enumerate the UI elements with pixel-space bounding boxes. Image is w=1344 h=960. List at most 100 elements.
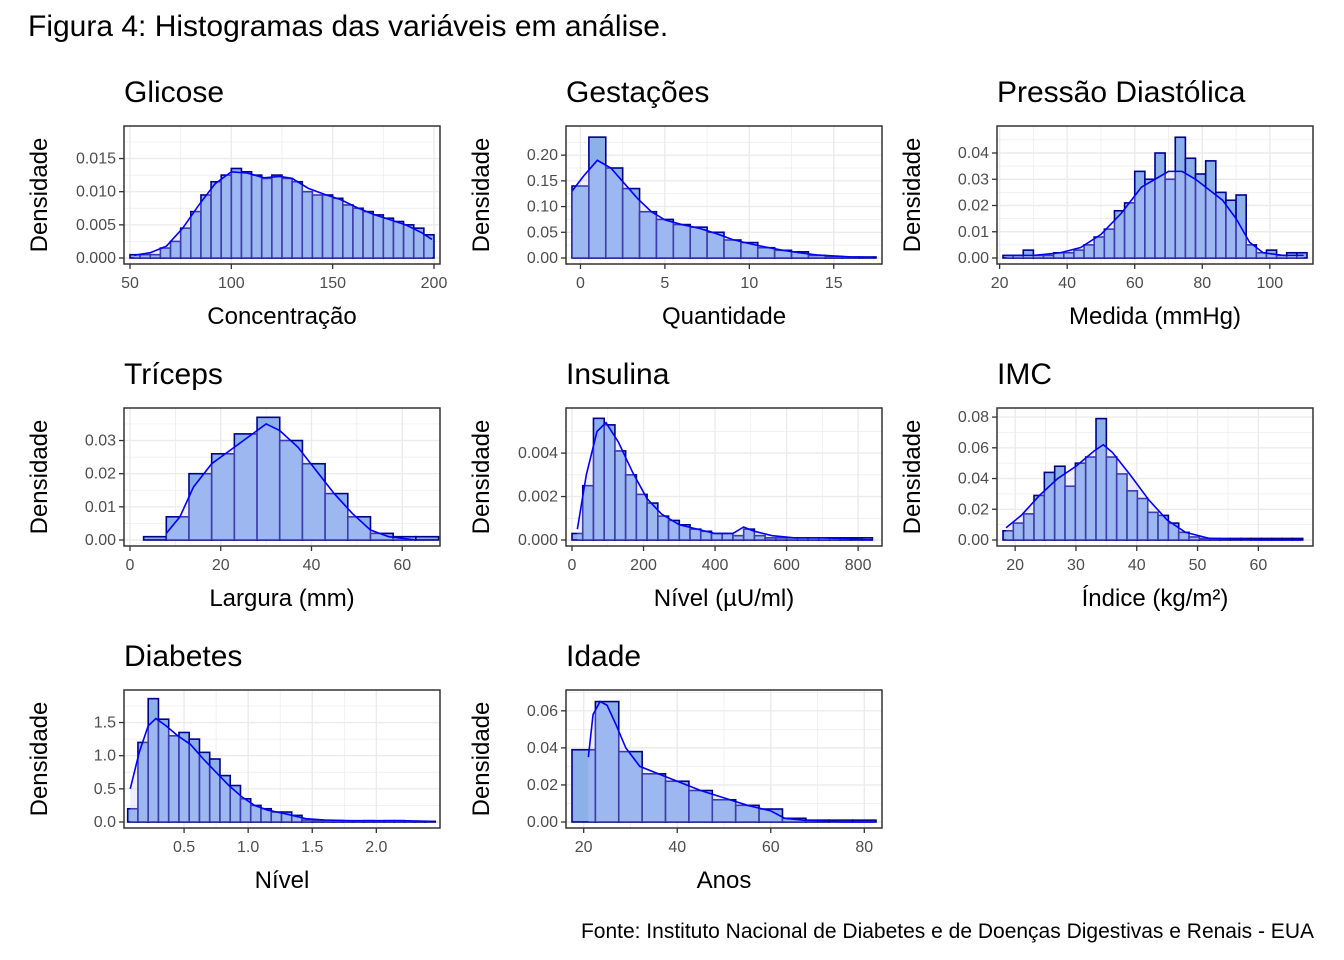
chart-panel: 20 40 60 80 100 0.00 0.01 0.02 0.03 0.04 Pressão D…: [899, 76, 1314, 330]
y-tick-label: 0.04: [958, 145, 989, 162]
x-axis-label: Medida (mmHg): [1069, 303, 1241, 330]
x-tick-label: 600: [773, 557, 800, 574]
histogram-bar: [423, 233, 435, 259]
density-area: [1006, 444, 1301, 540]
x-tick-label: 10: [740, 275, 758, 292]
x-axis-label: Largura (mm): [209, 585, 354, 612]
x-tick-label: 60: [762, 839, 780, 856]
x-tick-label: 60: [393, 557, 411, 574]
y-axis-label: Densidade: [899, 420, 926, 535]
chart-panel: 0 200 400 600 800 0.000 0.002 0.004 Insulina Níve…: [468, 358, 883, 612]
y-tick-label: 0.00: [958, 532, 989, 549]
x-tick-label: 20: [991, 275, 1009, 292]
y-tick-label: 0.06: [527, 703, 558, 720]
panel-border: [123, 689, 441, 829]
density-area: [577, 422, 873, 540]
panel-border: [996, 407, 1314, 547]
x-tick-label: 1.5: [301, 839, 323, 856]
x-tick-label: 80: [1193, 275, 1211, 292]
y-tick-label: 0.02: [527, 777, 558, 794]
y-tick-label: 0.08: [958, 409, 989, 426]
y-tick-label: 0.03: [958, 171, 989, 188]
x-tick-label: 1.0: [237, 839, 259, 856]
y-tick-label: 0.10: [527, 199, 558, 216]
panel-title: Idade: [566, 640, 641, 673]
y-tick-label: 0.00: [85, 532, 116, 549]
chart-panel: 50 100 150 200 0.000 0.005 0.010 0.015 Glicose Co…: [26, 76, 447, 330]
histogram-bar: [758, 808, 784, 823]
y-axis-label: Densidade: [468, 420, 495, 535]
chart-panel: 20 40 60 80 0.00 0.02 0.04 0.06 Idade Anos Densida…: [468, 640, 883, 894]
density-curve: [133, 170, 433, 257]
y-axis-label: Densidade: [899, 138, 926, 253]
x-tick-label: 100: [218, 275, 245, 292]
x-axis-label: Anos: [697, 867, 752, 894]
y-axis-label: Densidade: [468, 702, 495, 817]
density-curve: [1005, 443, 1301, 541]
panel-title: IMC: [997, 358, 1052, 391]
x-tick-label: 400: [702, 557, 729, 574]
x-axis-label: Nível (µU/ml): [654, 585, 794, 612]
y-tick-label: 0.15: [527, 173, 558, 190]
panel-border: [996, 125, 1314, 265]
panel-title: Insulina: [566, 358, 670, 391]
x-axis-label: Índice (kg/m²): [1082, 585, 1229, 612]
panel-title: Tríceps: [124, 358, 223, 391]
panel-border: [565, 407, 883, 547]
y-tick-label: 0.05: [527, 224, 558, 241]
panel-title: Diabetes: [124, 640, 242, 673]
y-tick-label: 0.000: [76, 250, 116, 267]
x-tick-label: 200: [421, 275, 448, 292]
panel-border: [123, 125, 441, 265]
panel-border: [565, 125, 883, 265]
y-tick-label: 0.00: [958, 250, 989, 267]
y-tick-label: 0.005: [76, 217, 116, 234]
x-tick-label: 50: [1189, 557, 1207, 574]
y-tick-label: 0.002: [518, 489, 558, 506]
density-curve: [576, 421, 873, 541]
x-tick-label: 200: [630, 557, 657, 574]
histogram-bar: [142, 535, 168, 541]
panel-title: Glicose: [124, 76, 224, 109]
histogram-bar: [1022, 249, 1035, 259]
x-tick-label: 0: [126, 557, 135, 574]
y-tick-label: 0.00: [527, 250, 558, 267]
histogram-bar: [415, 535, 440, 541]
histogram-bar: [1245, 244, 1258, 259]
density-curve: [129, 717, 431, 823]
y-tick-label: 0.04: [958, 471, 989, 488]
x-tick-label: 40: [1128, 557, 1146, 574]
x-tick-label: 50: [121, 275, 139, 292]
x-tick-label: 100: [1256, 275, 1283, 292]
y-axis-label: Densidade: [26, 702, 53, 817]
source-note: Fonte: Instituto Nacional de Diabetes e …: [580, 920, 1314, 943]
y-tick-label: 0.02: [958, 198, 989, 215]
y-tick-label: 0.01: [958, 224, 989, 241]
figure-title: Figura 4: Histogramas das variáveis em a…: [28, 10, 669, 43]
x-axis-label: Nível: [255, 867, 310, 894]
panel-border: [123, 407, 441, 547]
y-tick-label: 0.000: [518, 532, 558, 549]
x-tick-label: 2.0: [365, 839, 387, 856]
density-area: [166, 423, 416, 540]
x-tick-label: 60: [1249, 557, 1267, 574]
y-tick-label: 0.20: [527, 147, 558, 164]
y-tick-label: 0.03: [85, 433, 116, 450]
x-axis-label: Concentração: [207, 303, 356, 330]
y-tick-label: 0.06: [958, 440, 989, 457]
y-tick-label: 1.5: [94, 715, 116, 732]
y-axis-label: Densidade: [26, 138, 53, 253]
y-tick-label: 0.010: [76, 184, 116, 201]
y-axis-label: Densidade: [26, 420, 53, 535]
y-tick-label: 0.004: [518, 445, 558, 462]
histogram-bar: [290, 814, 303, 823]
y-axis-label: Densidade: [468, 138, 495, 253]
x-tick-label: 40: [668, 839, 686, 856]
y-tick-label: 0.04: [527, 740, 558, 757]
density-curve: [1006, 170, 1304, 257]
x-tick-label: 20: [575, 839, 593, 856]
x-tick-label: 40: [1058, 275, 1076, 292]
chart-panel: 0 5 10 15 0.00 0.05 0.10 0.15 0.20 Gestações Quant…: [468, 76, 883, 330]
x-tick-label: 0: [576, 275, 585, 292]
panel-border: [565, 689, 883, 829]
